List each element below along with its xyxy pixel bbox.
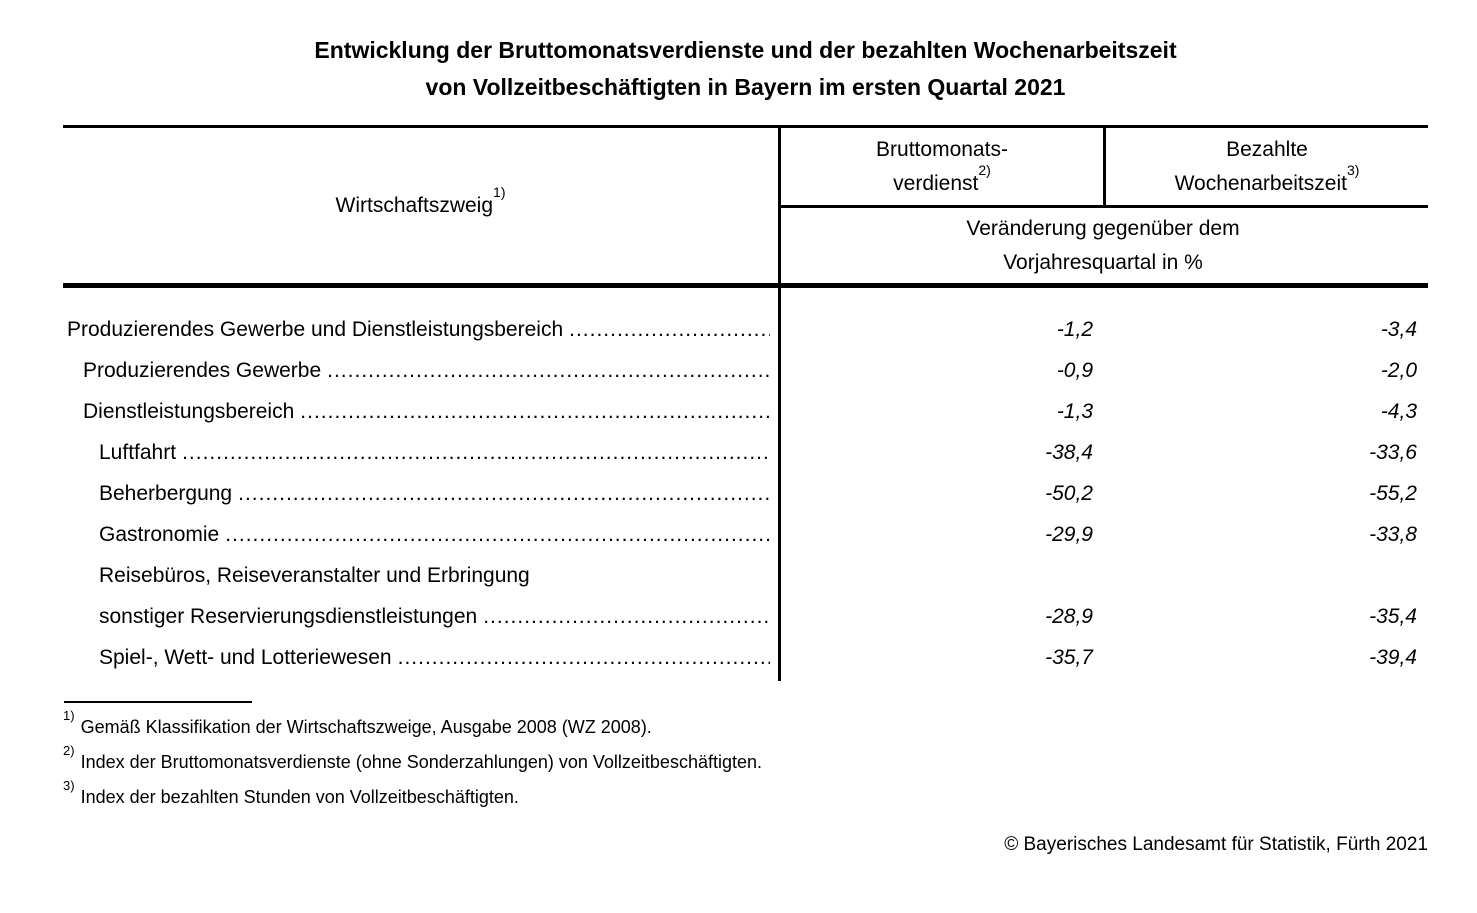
table-row: Produzierendes Gewerbe und Dienstleistun… (63, 309, 1428, 350)
footnote-text: Index der bezahlten Stunden von Vollzeit… (80, 787, 519, 807)
col-header-wirtschaftszweig-label: Wirtschaftszweig1) (335, 185, 506, 223)
page-title-line-1: Entwicklung der Bruttomonatsverdienste u… (314, 37, 1177, 63)
copyright-line: © Bayerisches Landesamt für Statistik, F… (1004, 834, 1428, 855)
table-body: Produzierendes Gewerbe und Dienstleistun… (63, 288, 1428, 681)
footnote-ref: 1) (63, 708, 75, 723)
value-verdienst: -28,9 (1045, 604, 1093, 628)
subheader-line2: Vorjahresquartal in % (1003, 250, 1203, 274)
value-verdienst: -29,9 (1045, 522, 1093, 546)
footnote-item: 3) Index der bezahlten Stunden von Vollze… (63, 778, 1063, 815)
value-arbeitszeit: -33,8 (1369, 522, 1417, 546)
dot-leader: ........................................… (182, 440, 770, 464)
col-header-wochenarbeitszeit: Bezahlte Wochenarbeitszeit3) (1106, 128, 1428, 205)
value-arbeitszeit: -4,3 (1380, 399, 1417, 423)
table-row: Produzierendes Gewerbe..................… (63, 350, 1428, 391)
dot-leader: ........................................… (225, 522, 770, 546)
col-header-brutto-line2: verdienst2) (893, 163, 991, 201)
row-label: Produzierendes Gewerbe (83, 358, 322, 382)
dot-leader: ........................................… (483, 604, 770, 628)
col-header-bezahlte-line2-text: Wochenarbeitszeit (1174, 171, 1347, 195)
value-arbeitszeit: -2,0 (1380, 358, 1417, 382)
col-header-bezahlte-line1: Bezahlte (1226, 137, 1308, 161)
header-bottom-border (63, 283, 1428, 288)
footnotes: 1) Gemäß Klassifikation der Wirtschaftszw… (63, 708, 1063, 815)
value-verdienst: -1,2 (1056, 317, 1093, 341)
value-verdienst: -38,4 (1045, 440, 1093, 464)
col-header-brutto-line2-text: verdienst (893, 171, 979, 195)
row-label-cell: Luftfahrt...............................… (63, 441, 778, 465)
subheader-veraenderung: Veränderung gegenüber dem Vorjahresquart… (778, 208, 1428, 283)
table-row: Gastronomie.............................… (63, 514, 1428, 555)
row-label: Dienstleistungsbereich (83, 399, 295, 423)
col-header-bruttomonatsverdienst: Bruttomonats- verdienst2) (781, 128, 1103, 205)
vertical-divider-header (1103, 125, 1106, 208)
row-label-cell: Produzierendes Gewerbe..................… (63, 359, 778, 383)
footnote-ref-3: 3) (1346, 161, 1360, 178)
dot-leader: ........................................… (569, 317, 770, 341)
row-label: Produzierendes Gewerbe und Dienstleistun… (67, 317, 564, 341)
value-verdienst: -50,2 (1045, 481, 1093, 505)
dot-leader: ........................................… (300, 399, 770, 423)
row-label-cell: Spiel-, Wett- und Lotteriewesen.........… (63, 646, 778, 670)
footnote-item: 1) Gemäß Klassifikation der Wirtschaftszw… (63, 708, 1063, 745)
row-label: Luftfahrt (99, 440, 177, 464)
row-label-cell: Produzierendes Gewerbe und Dienstleistun… (63, 318, 778, 342)
table-row: Beherbergung............................… (63, 473, 1428, 514)
row-label: Gastronomie (99, 522, 220, 546)
value-arbeitszeit: -3,4 (1380, 317, 1417, 341)
footnote-text: Index der Bruttomonatsverdienste (ohne S… (80, 752, 762, 772)
col-header-wirtschaftszweig: Wirtschaftszweig1) (63, 128, 778, 283)
value-arbeitszeit: -55,2 (1369, 481, 1417, 505)
footnote-separator (64, 701, 252, 703)
table-row: sonstiger Reservierungsdienstleistungen.… (63, 596, 1428, 637)
footnote-ref: 2) (63, 743, 75, 758)
footnote-text: Gemäß Klassifikation der Wirtschaftszwei… (80, 717, 652, 737)
header-row-divider (778, 205, 1428, 208)
value-verdienst: -0,9 (1056, 358, 1093, 382)
subheader-line1: Veränderung gegenüber dem (966, 216, 1240, 240)
page-title-line-2: von Vollzeitbeschäftigten in Bayern im e… (425, 74, 1066, 100)
vertical-divider-main (778, 125, 781, 681)
row-label-cell: Gastronomie.............................… (63, 523, 778, 547)
value-arbeitszeit: -39,4 (1369, 645, 1417, 669)
row-label: Spiel-, Wett- und Lotteriewesen (99, 645, 392, 669)
row-label: sonstiger Reservierungsdienstleistungen (99, 604, 478, 628)
footnote-ref-2: 2) (978, 161, 991, 178)
row-label: Reisebüros, Reiseveranstalter und Erbrin… (99, 563, 530, 587)
row-label-cell: Dienstleistungsbereich..................… (63, 400, 778, 424)
footnote-ref: 3) (63, 778, 75, 793)
col-header-bezahlte-line2: Wochenarbeitszeit3) (1174, 163, 1360, 201)
col-header-wirtschaftszweig-text: Wirtschaftszweig (335, 193, 494, 217)
row-label-cell: sonstiger Reservierungsdienstleistungen.… (63, 605, 778, 629)
page-title: Entwicklung der Bruttomonatsverdienste u… (63, 32, 1428, 106)
row-label: Beherbergung (99, 481, 233, 505)
col-header-brutto-line1: Bruttomonats- (876, 137, 1008, 161)
footnote-ref-1: 1) (493, 183, 506, 200)
table-row: Dienstleistungsbereich..................… (63, 391, 1428, 432)
value-verdienst: -35,7 (1045, 645, 1093, 669)
dot-leader: ........................................… (238, 481, 770, 505)
footnote-item: 2) Index der Bruttomonatsverdienste (ohne… (63, 743, 1063, 780)
table-row: Reisebüros, Reiseveranstalter und Erbrin… (63, 555, 1428, 596)
table-top-border (63, 125, 1428, 128)
dot-leader: ........................................… (397, 645, 770, 669)
dot-leader: ........................................… (327, 358, 770, 382)
row-label-cell: Reisebüros, Reiseveranstalter und Erbrin… (63, 564, 778, 588)
table-row: Luftfahrt...............................… (63, 432, 1428, 473)
value-verdienst: -1,3 (1056, 399, 1093, 423)
value-arbeitszeit: -33,6 (1369, 440, 1417, 464)
value-arbeitszeit: -35,4 (1369, 604, 1417, 628)
row-label-cell: Beherbergung............................… (63, 482, 778, 506)
earnings-table: Wirtschaftszweig1) Bruttomonats- verdien… (63, 125, 1428, 681)
table-row: Spiel-, Wett- und Lotteriewesen.........… (63, 637, 1428, 678)
